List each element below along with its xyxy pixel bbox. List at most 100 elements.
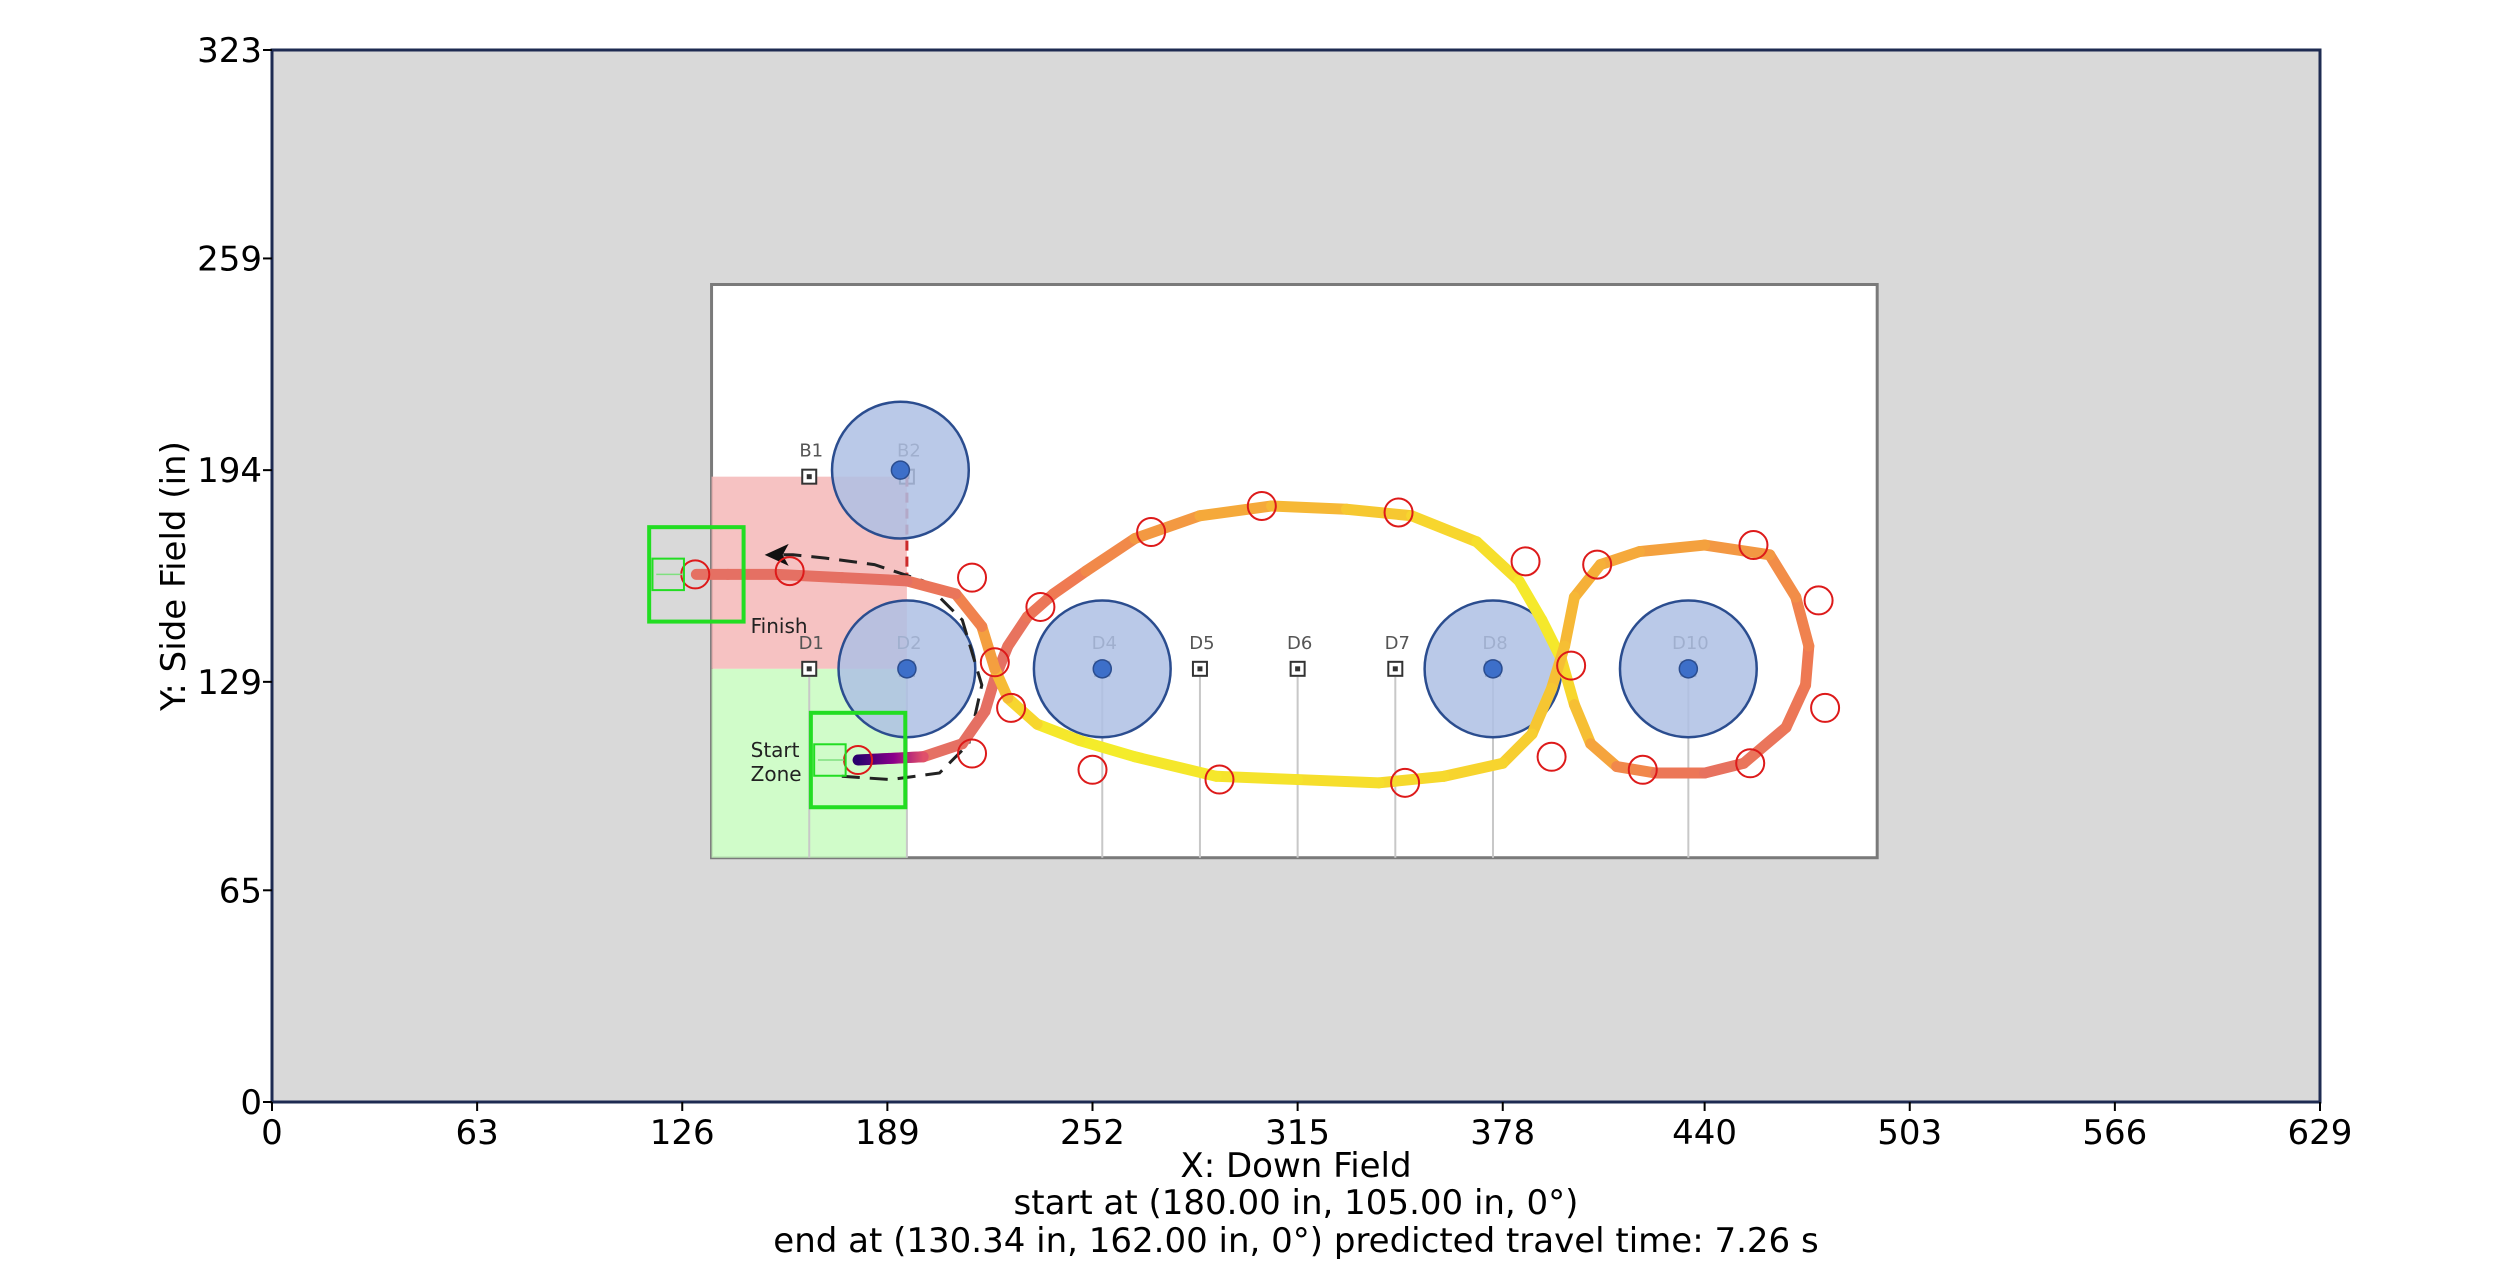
- trajectory-segment: [771, 568, 848, 584]
- waypoint-marker: [1627, 754, 1658, 785]
- trajectory-segment: [1568, 559, 1606, 603]
- trajectory-segment: [1194, 500, 1278, 522]
- x-axis: 0 63 126 189 252 315 378 440 503 566 629: [261, 1102, 2352, 1153]
- obstacle-center: [1092, 659, 1113, 679]
- trajectory-segment: [1129, 751, 1222, 782]
- waypoint-marker: [1556, 650, 1587, 681]
- waypoint-marker: [774, 556, 805, 587]
- trajectory-segment: [917, 738, 968, 763]
- waypoint-marker: [996, 692, 1027, 723]
- y-tick-label: 65: [219, 871, 262, 911]
- trajectory-segment: [976, 620, 1001, 675]
- marker-label: D5: [1189, 633, 1214, 654]
- waypoint-marker: [979, 647, 1010, 678]
- trajectory-segment: [1080, 533, 1141, 577]
- waypoint-marker: [1025, 591, 1056, 622]
- waypoint-marker: [1390, 767, 1421, 798]
- plot-frame: [270, 48, 2322, 1104]
- obstacle-center: [897, 659, 917, 679]
- start-zone-label: Zone: [751, 762, 802, 786]
- obstacle-center: [1678, 659, 1699, 679]
- waypoint-marker: [957, 562, 988, 593]
- trajectory-segment: [950, 588, 988, 632]
- trajectory-segment: [1497, 728, 1538, 769]
- obstacles: [830, 400, 1758, 739]
- trajectory-segment: [1002, 611, 1033, 652]
- waypoint-marker: [1810, 692, 1841, 723]
- waypoint-marker: [843, 745, 874, 776]
- x-tick-label: 189: [855, 1113, 920, 1153]
- trajectory-segment: [1047, 565, 1092, 600]
- marker-dot: [1392, 666, 1398, 672]
- start-tail: [852, 751, 929, 766]
- trajectory-segment: [1002, 692, 1043, 730]
- trajectory-segment: [1738, 721, 1792, 769]
- marker-label: D7: [1385, 633, 1410, 654]
- waypoint-marker: [1582, 549, 1613, 580]
- x-axis-title: X: Down Field: [1180, 1146, 1411, 1186]
- trajectory-segment: [836, 572, 913, 587]
- trajectory-segment: [1438, 757, 1509, 782]
- planned-arrowhead: [764, 543, 789, 566]
- trajectory-segment: [1031, 718, 1085, 746]
- trajectory-segment: [1790, 591, 1815, 652]
- y-tick-label: 323: [197, 31, 262, 71]
- robot-heading-box: [651, 557, 685, 592]
- trajectory-segment: [1559, 591, 1580, 652]
- marker-label: D1: [799, 633, 824, 654]
- x-tick-label: 378: [1470, 1113, 1535, 1153]
- y-axis-title: Y: Side Field (in): [154, 441, 194, 712]
- trajectory-segment: [1526, 682, 1558, 740]
- obstacle-center: [890, 460, 911, 480]
- x-tick-label: 315: [1265, 1113, 1330, 1153]
- x-tick-label: 63: [455, 1113, 498, 1153]
- waypoint-marker: [957, 738, 988, 769]
- trajectory-segment: [1340, 503, 1418, 522]
- x-tick-label: 503: [1877, 1113, 1942, 1153]
- waypoint-marker: [1803, 585, 1834, 616]
- x-tick-label: 126: [650, 1113, 715, 1153]
- obstacle-center: [1483, 659, 1503, 679]
- robot-heading-box: [813, 743, 847, 777]
- trajectory-segment: [1210, 770, 1304, 786]
- y-axis: 0 65 129 194 259 323: [197, 31, 272, 1123]
- robot-boxes: [647, 525, 908, 810]
- trajectory-segment: [1021, 588, 1059, 623]
- trajectory-segment: [979, 673, 1001, 717]
- trajectory-segment: [956, 705, 991, 750]
- waypoint-marker: [1077, 754, 1108, 785]
- waypoint-marker: [1536, 741, 1567, 772]
- waypoint-marker: [1735, 748, 1766, 779]
- x-tick-label: 629: [2288, 1113, 2353, 1153]
- marker-label: B1: [799, 441, 823, 462]
- trajectory-segment: [1568, 699, 1597, 750]
- trajectory-segment: [901, 575, 962, 600]
- x-tick-label: 440: [1672, 1113, 1737, 1153]
- trajectory-segment: [1780, 679, 1812, 733]
- waypoint-marker: [1136, 517, 1167, 548]
- waypoint-marker: [1510, 546, 1541, 577]
- trajectory: [690, 500, 1815, 789]
- trajectory-segment: [1634, 539, 1711, 558]
- y-tick-label: 194: [197, 451, 262, 491]
- marker-label: D6: [1287, 633, 1312, 654]
- waypoint-marker: [1383, 497, 1414, 528]
- waypoint-marker: [1204, 764, 1235, 795]
- start-zone-label: Start: [751, 738, 800, 762]
- start-robot-box: [808, 710, 908, 810]
- trajectory-segment: [1699, 539, 1776, 561]
- x-tick-label: 252: [1060, 1113, 1125, 1153]
- trajectory-segment: [1292, 774, 1385, 789]
- planned-dashed-path: [776, 553, 984, 782]
- trajectory-segment: [1373, 770, 1450, 789]
- info-line-start: start at (180.00 in, 105.00 in, 0°): [1014, 1183, 1579, 1223]
- y-tick-label: 129: [197, 663, 262, 703]
- marker-dot: [1197, 666, 1203, 672]
- trajectory-segment: [1129, 510, 1206, 545]
- trajectory-segment: [1471, 536, 1525, 587]
- marker-dot: [806, 474, 812, 480]
- y-tick-label: 259: [197, 239, 262, 279]
- waypoints: [680, 490, 1841, 798]
- marker-dot: [806, 666, 812, 672]
